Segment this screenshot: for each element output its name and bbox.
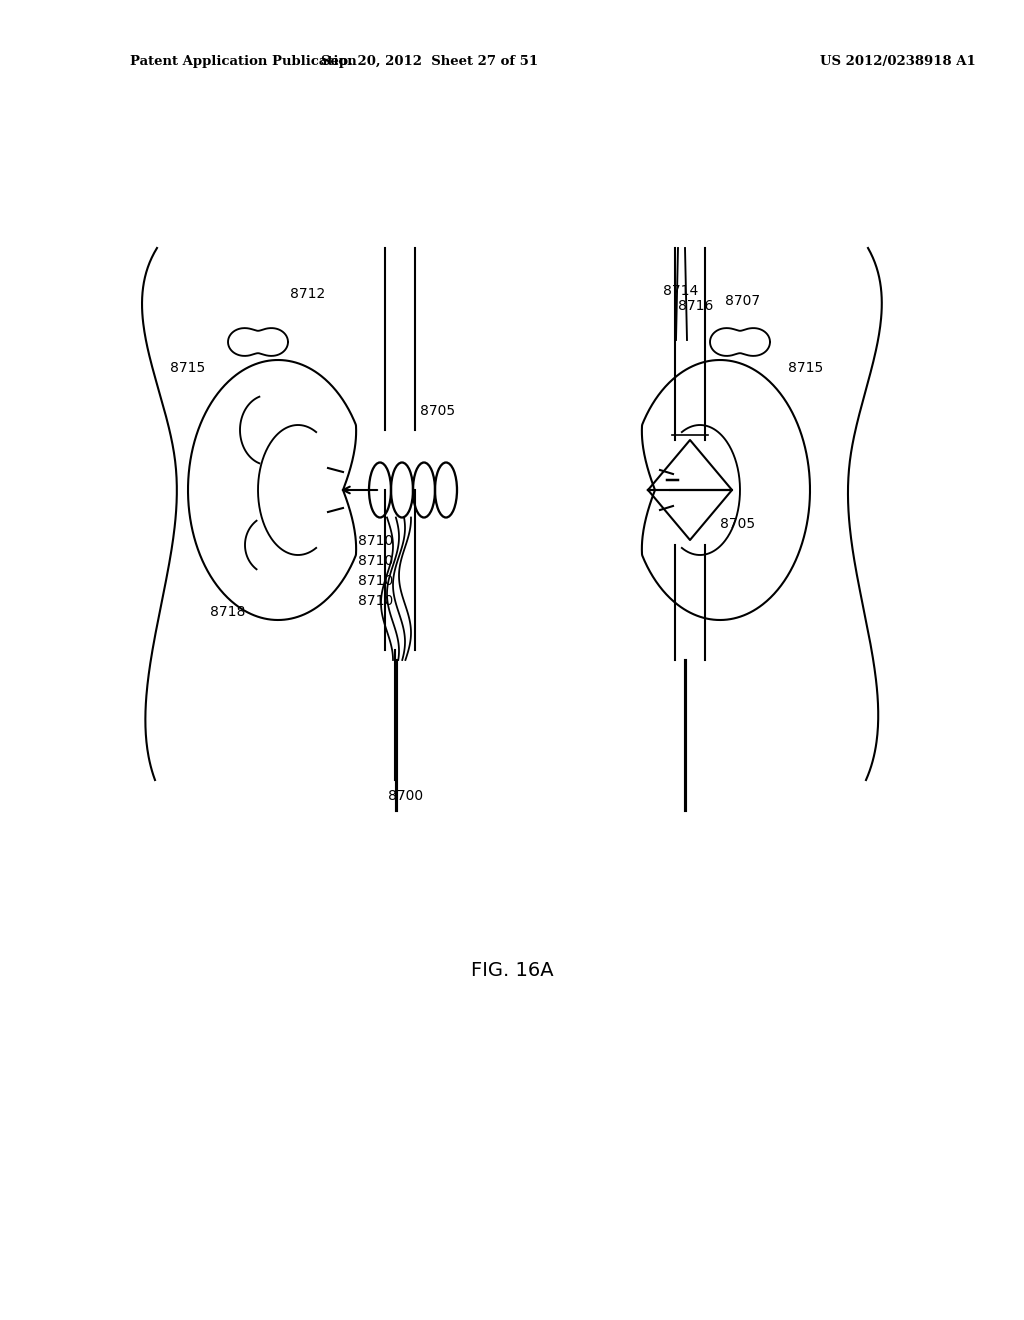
Text: 8707: 8707 — [725, 294, 760, 308]
Text: 8710: 8710 — [358, 535, 393, 548]
Text: 8710: 8710 — [358, 554, 393, 568]
Text: 8716: 8716 — [678, 300, 714, 313]
Text: 8718: 8718 — [210, 605, 246, 619]
Text: 8714: 8714 — [663, 284, 698, 298]
Text: Sep. 20, 2012  Sheet 27 of 51: Sep. 20, 2012 Sheet 27 of 51 — [322, 55, 539, 69]
Text: 8715: 8715 — [170, 360, 205, 375]
Text: 8710: 8710 — [358, 574, 393, 587]
Text: 8705: 8705 — [720, 517, 755, 531]
Text: US 2012/0238918 A1: US 2012/0238918 A1 — [820, 55, 976, 69]
Text: 8710: 8710 — [358, 594, 393, 609]
Text: Patent Application Publication: Patent Application Publication — [130, 55, 356, 69]
Text: 8705: 8705 — [420, 404, 455, 418]
Text: 8712: 8712 — [290, 286, 326, 301]
Text: 8715: 8715 — [788, 360, 823, 375]
Text: FIG. 16A: FIG. 16A — [471, 961, 553, 979]
Text: 8700: 8700 — [388, 789, 424, 803]
